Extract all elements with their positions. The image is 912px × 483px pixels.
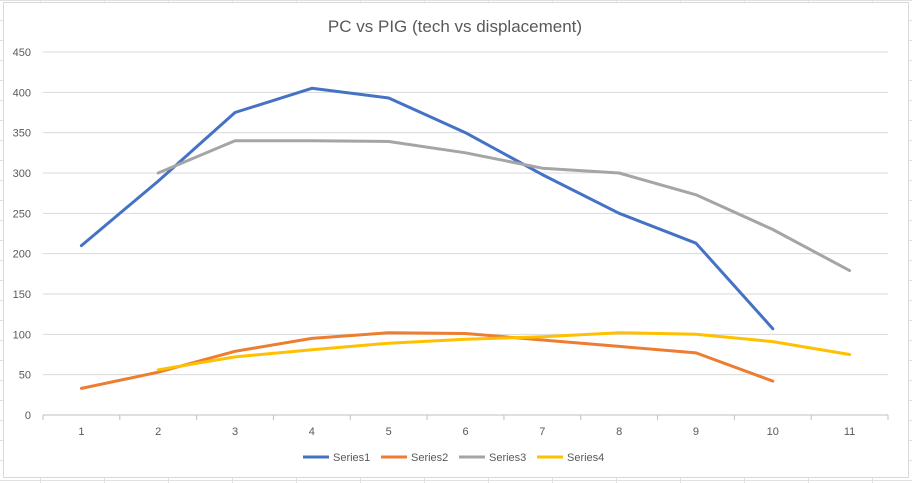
legend[interactable]: Series1 Series2 Series3 Series4 (303, 452, 604, 464)
y-tick-label: 150 (13, 289, 31, 301)
x-tick-label: 1 (78, 426, 84, 438)
x-tick-label: 6 (462, 426, 468, 438)
gridlines (43, 51, 888, 416)
legend-label: Series2 (411, 452, 448, 464)
legend-item-series2[interactable]: Series2 (381, 452, 448, 464)
legend-label: Series3 (489, 452, 526, 464)
legend-item-series4[interactable]: Series4 (537, 452, 604, 464)
y-tick-label: 450 (13, 47, 31, 59)
chart-area[interactable] (3, 2, 909, 478)
y-tick-label: 50 (19, 370, 31, 382)
axes: 0 50 100 150 200 250 300 350 400 450 1 2 3 4 5 6 7 8 9 10 11 (13, 47, 889, 438)
chart-title: PC vs PIG (tech vs displacement) (328, 17, 582, 36)
y-tick-label: 400 (13, 87, 31, 99)
y-tick-label: 300 (13, 168, 31, 180)
series-line-3[interactable] (156, 139, 852, 273)
y-tick-label: 100 (13, 329, 31, 341)
legend-item-series3[interactable]: Series3 (459, 452, 526, 464)
y-tick-label: 250 (13, 208, 31, 220)
series-lines (79, 86, 852, 390)
legend-label: Series4 (567, 452, 604, 464)
legend-item-series1[interactable]: Series1 (303, 452, 370, 464)
series-line-1[interactable] (79, 86, 775, 331)
x-tick-label: 9 (693, 426, 699, 438)
y-tick-label: 0 (25, 410, 31, 422)
series-line-4[interactable] (156, 331, 852, 372)
x-tick-label: 5 (386, 426, 392, 438)
x-tick-label: 3 (232, 426, 238, 438)
x-tick-label: 2 (155, 426, 161, 438)
legend-label: Series1 (333, 452, 370, 464)
y-tick-label: 350 (13, 128, 31, 140)
series-line-2[interactable] (79, 331, 775, 390)
x-tick-label: 8 (616, 426, 622, 438)
x-tick-label: 7 (539, 426, 545, 438)
x-tick-label: 4 (309, 426, 315, 438)
y-tick-label: 200 (13, 249, 31, 261)
x-tick-label: 11 (844, 426, 855, 438)
x-tick-label: 10 (767, 426, 779, 438)
